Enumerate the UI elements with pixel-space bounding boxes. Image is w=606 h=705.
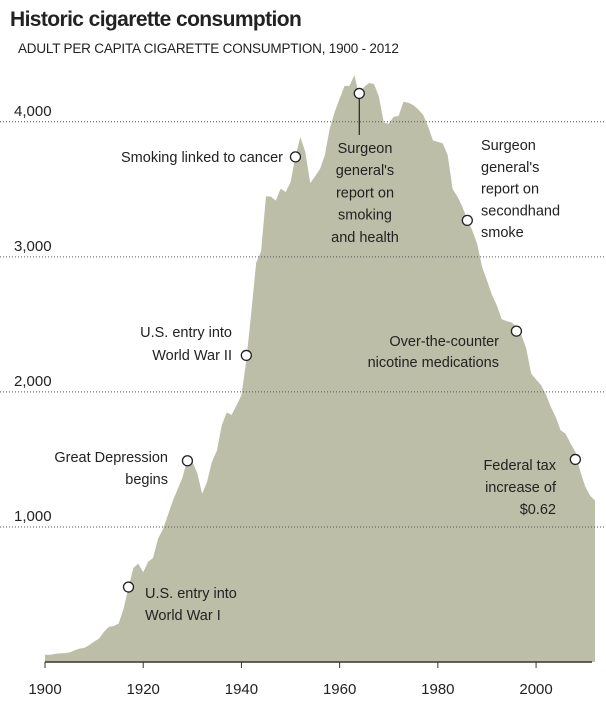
x-tick-label: 1960 <box>323 681 356 698</box>
annotation-text: U.S. entry into <box>140 325 232 341</box>
annotation-text: $0.62 <box>520 502 556 518</box>
chart-title: Historic cigarette consumption <box>10 8 301 31</box>
annotation-text: report on <box>481 182 539 198</box>
annotation-text: World War II <box>152 348 232 364</box>
annotation-text: general's <box>336 163 394 179</box>
annotation-text: general's <box>481 160 539 176</box>
annotation-text: nicotine medications <box>368 355 499 371</box>
x-tick-label: 1920 <box>127 681 160 698</box>
annotation-marker <box>240 349 252 362</box>
chart-subtitle: ADULT PER CAPITA CIGARETTE CONSUMPTION, … <box>18 41 399 56</box>
annotation-text: U.S. entry into <box>145 586 237 602</box>
annotation-marker <box>569 453 582 466</box>
annotation-text: begins <box>125 472 168 488</box>
y-tick-label: 2,000 <box>14 373 52 390</box>
x-tick-label: 1900 <box>28 681 61 698</box>
annotation-text: Great Depression <box>54 450 168 466</box>
y-tick-label: 3,000 <box>14 238 52 255</box>
annotation-marker <box>181 455 194 467</box>
annotation-marker <box>122 581 135 593</box>
annotation-text: Over-the-counter <box>389 334 499 350</box>
annotation-text: increase of <box>485 480 557 496</box>
annotation-text: report on <box>336 185 394 201</box>
annotation-text: secondhand <box>481 203 560 219</box>
y-tick-label: 4,000 <box>14 103 52 120</box>
annotation-marker <box>510 325 523 337</box>
annotation-marker <box>289 151 302 163</box>
annotation-marker <box>353 87 365 100</box>
annotation-text: World War I <box>145 608 221 624</box>
annotation-text: Surgeon <box>338 141 393 157</box>
x-tick-label: 2000 <box>519 681 552 698</box>
x-tick-label: 1940 <box>225 681 258 698</box>
annotation-text: Surgeon <box>481 138 536 154</box>
y-tick-label: 1,000 <box>14 508 52 525</box>
x-tick-label: 1980 <box>421 681 454 698</box>
annotation-text: smoke <box>481 225 524 241</box>
annotation-text: Smoking linked to cancer <box>121 150 283 166</box>
area <box>45 75 595 663</box>
annotation-marker <box>461 214 473 227</box>
annotation-text: and health <box>331 230 399 246</box>
annotation-text: smoking <box>338 208 392 224</box>
annotation-text: Federal tax <box>483 458 556 474</box>
